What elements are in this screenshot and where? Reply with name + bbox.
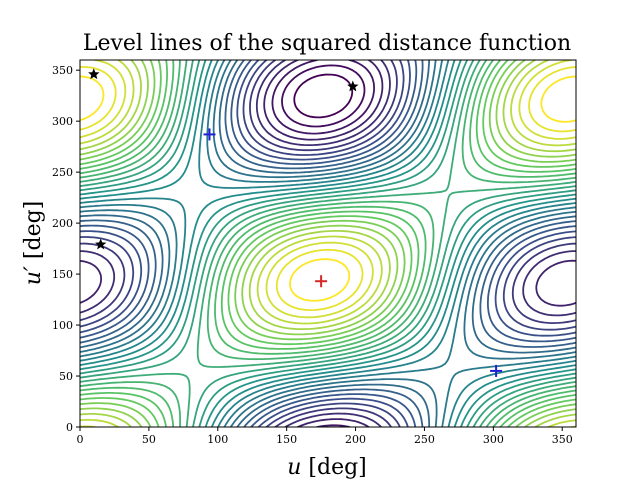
- y-tick-label: 250: [52, 166, 73, 179]
- contour-level: [80, 60, 576, 427]
- x-tick-label: 300: [483, 433, 504, 446]
- y-tick-label: 300: [52, 115, 73, 128]
- y-axis-ticks: 0 50 100 150 200 250 300 350: [52, 64, 80, 434]
- chart-title: Level lines of the squared distance func…: [83, 31, 571, 56]
- contour-lines: [80, 60, 576, 427]
- x-axis-label: u [deg]: [287, 455, 367, 480]
- contour-level: [80, 60, 576, 427]
- x-tick-label: 100: [207, 433, 228, 446]
- saddle-star-marker: [347, 80, 359, 92]
- contour-level: [80, 66, 576, 311]
- x-tick-label: 350: [552, 433, 573, 446]
- contour-level: [80, 60, 576, 427]
- contour-level: [80, 60, 576, 427]
- x-tick-label: 150: [276, 433, 297, 446]
- y-tick-label: 150: [52, 268, 73, 281]
- contour-level: [80, 75, 576, 302]
- y-tick-label: 50: [59, 370, 73, 383]
- minimum-plus-marker: [203, 128, 216, 141]
- maximum-plus-marker: [315, 275, 328, 288]
- contour-level: [293, 73, 354, 119]
- contour-level: [281, 64, 366, 128]
- x-axis-ticks: 0 50 100 150 200 250 300 350: [77, 427, 573, 446]
- contour-level: [80, 60, 576, 427]
- contour-level: [80, 60, 576, 427]
- x-tick-label: 50: [142, 433, 156, 446]
- contour-level: [80, 60, 576, 427]
- x-tick-label: 200: [345, 433, 366, 446]
- contour-level: [80, 60, 576, 427]
- minimum-plus-marker: [490, 364, 503, 377]
- contour-level: [80, 60, 576, 427]
- contour-level: [80, 60, 576, 427]
- contour-level: [80, 60, 576, 427]
- saddle-star-marker: [95, 238, 107, 250]
- contour-level: [80, 60, 576, 427]
- x-axis-label-symbol: u: [287, 455, 301, 480]
- critical-point-markers: [88, 68, 503, 377]
- contour-level: [80, 60, 576, 427]
- contour-level: [80, 60, 576, 427]
- x-tick-label: 0: [77, 433, 84, 446]
- plot-frame: [79, 59, 577, 428]
- contour-level: [80, 60, 576, 427]
- y-tick-label: 0: [66, 421, 73, 434]
- contour-level: [80, 60, 576, 427]
- contour-level: [80, 60, 576, 427]
- contour-level: [80, 60, 576, 427]
- saddle-star-marker: [88, 68, 100, 80]
- x-tick-label: 250: [414, 433, 435, 446]
- contour-level: [80, 60, 576, 427]
- y-axis-label-unit: [deg]: [21, 201, 46, 266]
- y-tick-label: 200: [52, 217, 73, 230]
- y-tick-label: 350: [52, 64, 73, 77]
- x-axis-label-unit: [deg]: [301, 455, 366, 480]
- contour-level: [80, 60, 576, 427]
- y-tick-label: 100: [52, 319, 73, 332]
- y-axis-label: u′ [deg]: [21, 201, 46, 286]
- y-axis-label-symbol: u′: [21, 266, 46, 285]
